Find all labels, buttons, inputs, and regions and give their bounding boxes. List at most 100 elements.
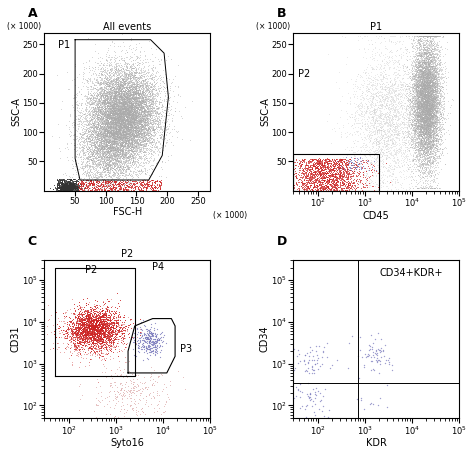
Point xyxy=(87,156,95,163)
Point xyxy=(119,114,127,121)
Point xyxy=(433,131,441,138)
Point xyxy=(137,101,145,108)
Point xyxy=(424,75,432,82)
Point xyxy=(356,107,364,114)
Point xyxy=(102,124,110,131)
Point xyxy=(73,328,80,335)
Point xyxy=(100,98,107,105)
Point xyxy=(103,115,111,122)
Point xyxy=(308,175,316,182)
Point xyxy=(407,99,414,106)
Point xyxy=(424,81,432,89)
Point xyxy=(398,136,406,143)
Point xyxy=(423,106,430,114)
Point xyxy=(90,81,98,89)
Point xyxy=(358,163,365,171)
Point xyxy=(319,166,327,173)
Point xyxy=(57,318,65,325)
Point xyxy=(77,333,84,340)
Point xyxy=(396,163,403,170)
Point xyxy=(132,131,140,138)
Point xyxy=(115,106,123,113)
Point xyxy=(430,46,438,53)
Point xyxy=(431,96,439,104)
Point xyxy=(431,102,439,110)
Point xyxy=(144,123,152,131)
Point xyxy=(125,82,132,89)
Point xyxy=(154,373,162,380)
Point xyxy=(104,329,111,336)
Point xyxy=(134,381,142,389)
Point xyxy=(376,126,384,133)
Point xyxy=(91,121,98,128)
Point xyxy=(357,163,365,171)
Point xyxy=(103,161,110,168)
Point xyxy=(134,98,142,105)
Point xyxy=(339,170,347,177)
Point xyxy=(325,177,333,184)
Point xyxy=(419,96,426,103)
Point xyxy=(131,84,139,91)
Point xyxy=(380,138,387,146)
Point xyxy=(120,56,128,63)
Point xyxy=(141,330,148,337)
Point xyxy=(394,107,402,115)
Point xyxy=(120,161,128,168)
Point xyxy=(428,75,436,82)
Point xyxy=(119,341,127,348)
Point xyxy=(410,123,418,131)
Point xyxy=(103,175,110,182)
Point xyxy=(433,81,441,89)
Point xyxy=(76,182,83,190)
Point xyxy=(110,115,118,122)
Point xyxy=(116,61,123,68)
Point xyxy=(409,170,416,177)
Point xyxy=(419,117,427,125)
Point xyxy=(418,87,425,94)
Point xyxy=(142,130,150,137)
Point xyxy=(108,92,115,99)
Point xyxy=(122,123,129,130)
Point xyxy=(94,161,101,168)
Point xyxy=(113,155,121,162)
Point xyxy=(127,139,134,146)
Point xyxy=(374,169,382,177)
Point xyxy=(68,320,76,327)
Point xyxy=(299,173,306,180)
Point xyxy=(124,120,132,127)
Point xyxy=(126,103,134,110)
Point xyxy=(357,159,365,167)
Point xyxy=(426,99,433,106)
Point xyxy=(108,84,115,91)
Point xyxy=(117,92,125,100)
Point xyxy=(372,172,379,179)
Point xyxy=(91,117,98,125)
Point xyxy=(402,50,410,57)
Point xyxy=(92,105,100,112)
Point xyxy=(431,147,439,154)
Point xyxy=(138,89,146,96)
Point xyxy=(59,180,67,187)
Point xyxy=(111,107,119,115)
Point xyxy=(136,126,144,134)
Point xyxy=(138,118,146,125)
Point xyxy=(119,146,127,153)
Point xyxy=(398,105,406,112)
Point xyxy=(118,100,125,107)
Point xyxy=(428,119,436,126)
Point xyxy=(123,108,130,115)
Point xyxy=(422,81,429,88)
Point xyxy=(420,170,428,177)
Point xyxy=(334,163,341,170)
Point xyxy=(106,183,114,191)
Point xyxy=(87,95,95,102)
Point xyxy=(420,105,428,112)
Point xyxy=(95,106,102,113)
Point xyxy=(320,162,328,169)
Point xyxy=(137,103,144,111)
Point xyxy=(416,83,423,91)
Point xyxy=(145,344,152,351)
Point xyxy=(109,144,117,152)
Point xyxy=(119,116,127,123)
Point xyxy=(428,152,435,159)
